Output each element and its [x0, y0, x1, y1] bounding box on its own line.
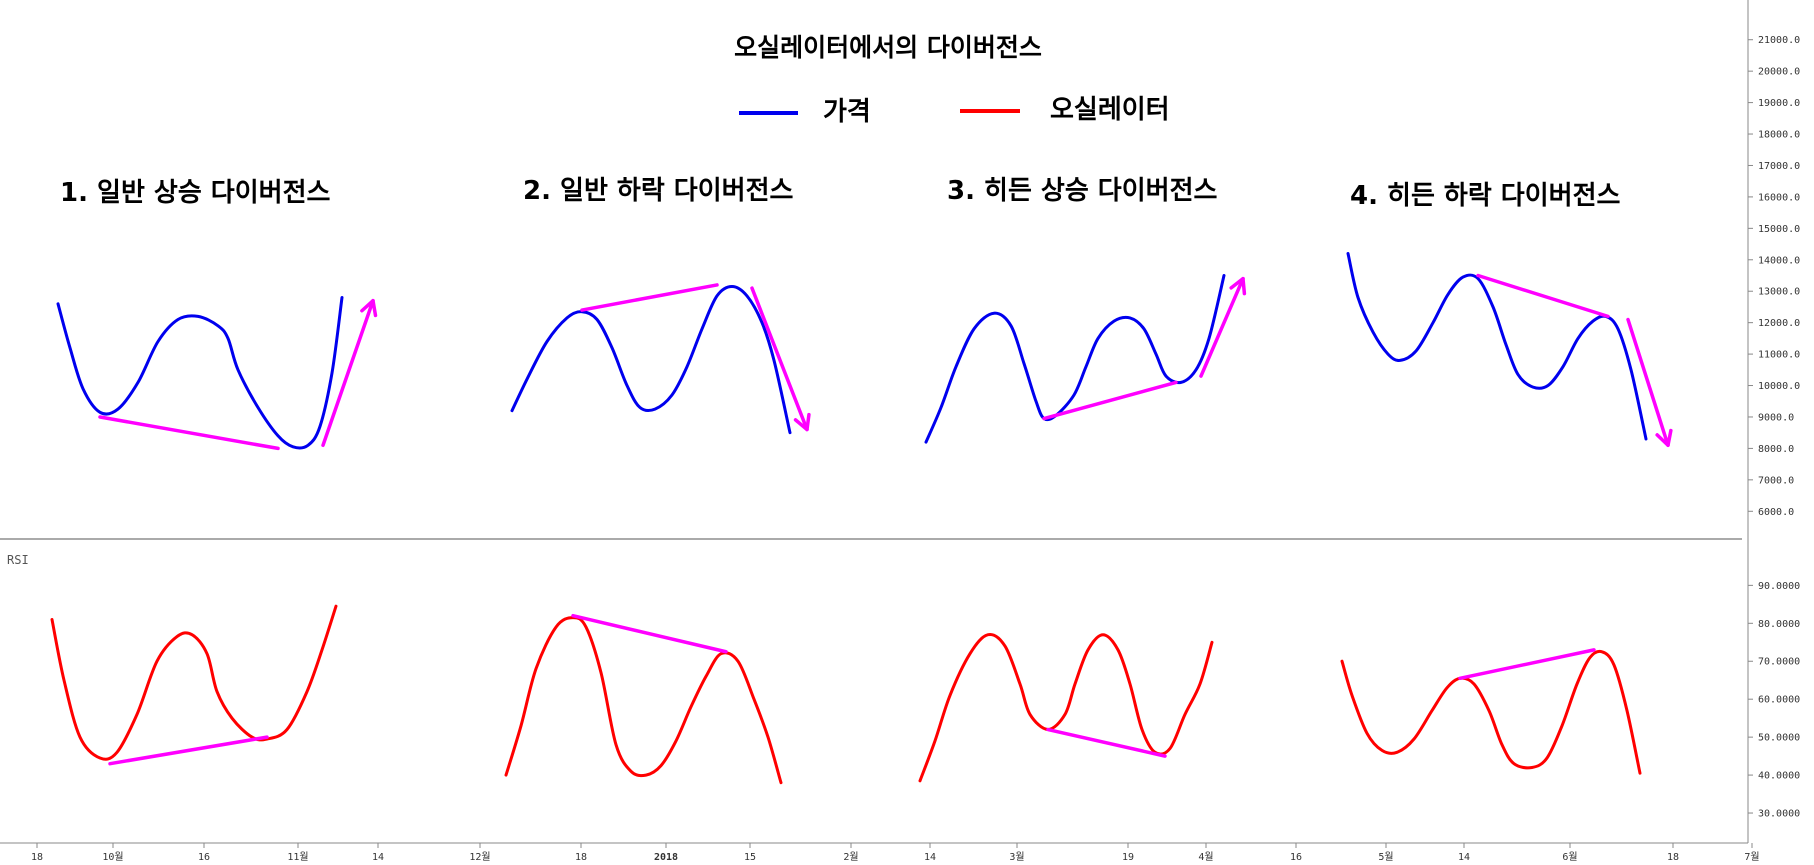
price-y-tick-label: 18000.0: [1758, 130, 1800, 141]
price-y-tick-label: 19000.0: [1758, 98, 1800, 109]
x-tick-label: 18: [1667, 852, 1679, 863]
price-y-tick-label: 20000.0: [1758, 67, 1800, 78]
x-tick-label: 11월: [287, 851, 308, 863]
price-y-tick-label: 7000.0: [1758, 475, 1794, 486]
x-tick-label: 14: [372, 852, 384, 863]
oscillator-line-1: [50, 604, 338, 761]
x-tick-label: 4월: [1198, 851, 1213, 863]
oscillator-divergence-line-3: [1046, 727, 1167, 758]
price-y-tick-label: 10000.0: [1758, 381, 1800, 392]
rsi-y-tick-label: 50.0000: [1758, 733, 1800, 744]
time-x-axis: 18 10월 16 11월 14 12월 18 2018 15 2월 14 3월 19 4월 16 5월 14 6…: [31, 843, 1760, 863]
oscillator-divergence-line-4: [1458, 648, 1596, 681]
x-tick-label: 15: [744, 852, 756, 863]
oscillator-line-3: [918, 632, 1214, 783]
x-tick-label: 14: [924, 852, 936, 863]
rsi-y-tick-label: 80.0000: [1758, 619, 1800, 630]
x-tick-label: 18: [31, 852, 43, 863]
price-line-4: [1346, 252, 1648, 441]
price-line-2: [510, 284, 792, 435]
price-divergence-line-1: [98, 415, 280, 451]
trend-arrow-head-2: [793, 412, 811, 432]
rsi-y-tick-label: 30.0000: [1758, 809, 1800, 820]
price-series-group: [56, 252, 1673, 451]
x-tick-label: 5월: [1378, 851, 1393, 863]
price-y-tick-label: 21000.0: [1758, 35, 1800, 46]
oscillator-line-4: [1340, 649, 1642, 775]
x-tick-label: 19: [1122, 852, 1134, 863]
price-y-tick-label: 8000.0: [1758, 444, 1794, 455]
x-tick-label: 3월: [1009, 851, 1024, 863]
oscillator-series-group: [50, 604, 1642, 785]
oscillator-line-2: [504, 616, 783, 785]
x-tick-label: 7월: [1744, 851, 1759, 863]
rsi-y-tick-label: 40.0000: [1758, 771, 1800, 782]
x-tick-label: 16: [198, 852, 210, 863]
chart-title: 오실레이터에서의 다이버전스: [734, 33, 1042, 62]
price-y-tick-label: 17000.0: [1758, 161, 1800, 172]
rsi-y-tick-label: 90.0000: [1758, 581, 1800, 592]
example-4-title: 4. 히든 하락 다이버전스: [1350, 181, 1620, 211]
trend-arrow-head-3: [1229, 276, 1247, 296]
price-y-tick-label: 12000.0: [1758, 318, 1800, 329]
price-y-tick-label: 14000.0: [1758, 255, 1800, 266]
x-tick-label: 2월: [843, 851, 858, 863]
trend-arrow-head-1: [360, 298, 378, 318]
trend-arrow-1: [321, 298, 375, 448]
price-y-axis: 21000.0 20000.0 19000.0 18000.0 17000.0 16000…: [1748, 35, 1800, 518]
x-tick-label: 10월: [102, 851, 123, 863]
price-line-3: [924, 274, 1226, 444]
example-2-title: 2. 일반 하락 다이버전스: [523, 176, 793, 206]
trend-arrow-2: [750, 286, 809, 432]
trend-arrow-head-4: [1655, 428, 1673, 448]
price-y-tick-label: 6000.0: [1758, 507, 1794, 518]
example-3-title: 3. 히든 상승 다이버전스: [947, 176, 1217, 206]
price-y-tick-label: 16000.0: [1758, 192, 1800, 203]
price-divergence-line-2: [580, 283, 719, 312]
trend-arrow-3: [1199, 276, 1245, 378]
price-divergence-line-3: [1042, 380, 1178, 421]
legend-label-oscillator: 오실레이터: [1050, 95, 1170, 125]
rsi-y-tick-label: 60.0000: [1758, 695, 1800, 706]
x-tick-label: 12월: [469, 851, 490, 863]
x-tick-label: 2018: [654, 852, 678, 863]
oscillator-divergence-line-1: [108, 735, 269, 766]
example-1-title: 1. 일반 상승 다이버전스: [60, 178, 330, 208]
price-divergence-line-4: [1476, 273, 1610, 319]
x-tick-label: 18: [575, 852, 587, 863]
price-y-tick-label: 15000.0: [1758, 224, 1800, 235]
price-y-tick-label: 13000.0: [1758, 287, 1800, 298]
trend-arrow-4: [1626, 317, 1670, 448]
legend-label-price: 가격: [823, 97, 871, 127]
x-tick-label: 14: [1458, 852, 1470, 863]
legend: 가격 오실레이터: [739, 95, 1170, 127]
oscillator-divergence-line-2: [571, 613, 728, 654]
rsi-y-tick-label: 70.0000: [1758, 657, 1800, 668]
x-tick-label: 6월: [1562, 851, 1577, 863]
rsi-y-axis: 90.0000 80.0000 70.0000 60.0000 50.0000 40.00…: [1748, 581, 1800, 820]
price-y-tick-label: 11000.0: [1758, 350, 1800, 361]
price-y-tick-label: 9000.0: [1758, 412, 1794, 423]
rsi-panel-label: RSI: [7, 553, 29, 567]
price-line-1: [56, 296, 344, 450]
x-tick-label: 16: [1290, 852, 1302, 863]
